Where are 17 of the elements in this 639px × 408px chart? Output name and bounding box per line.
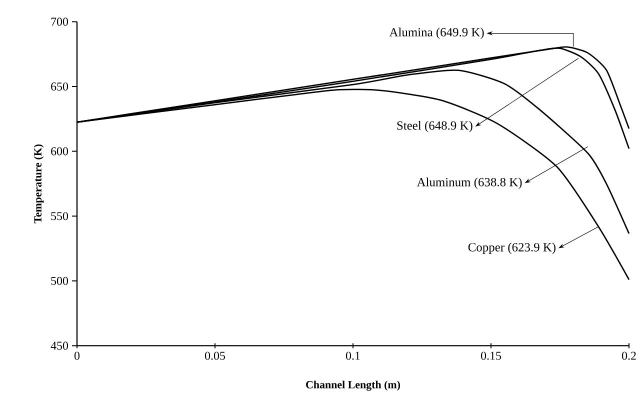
x-tick-label: 0	[74, 352, 80, 360]
x-tick-label: 0.15	[481, 352, 502, 360]
y-axis-title: Temperature (K)	[34, 144, 44, 224]
annotation: Copper (623.9 K)	[468, 242, 556, 254]
y-tick-label: 600	[51, 147, 68, 156]
x-tick-label: 0.2	[622, 352, 636, 360]
x-tick-label: 0.05	[205, 352, 226, 360]
y-tick-label: 700	[51, 18, 68, 26]
annotation: Steel (648.9 K)	[397, 121, 472, 132]
annotation: Aluminum (638.8 K)	[416, 178, 522, 189]
annotation: Alumina (649.9 K)	[389, 28, 484, 39]
y-tick-label: 550	[51, 212, 68, 220]
y-tick-label: 450	[50, 342, 68, 350]
y-tick-label: 650	[51, 82, 68, 91]
x-tick-label: 0.1	[346, 352, 360, 360]
y-tick-label: 500	[51, 276, 68, 285]
x-axis-title: Channel Length (m)	[306, 380, 400, 391]
